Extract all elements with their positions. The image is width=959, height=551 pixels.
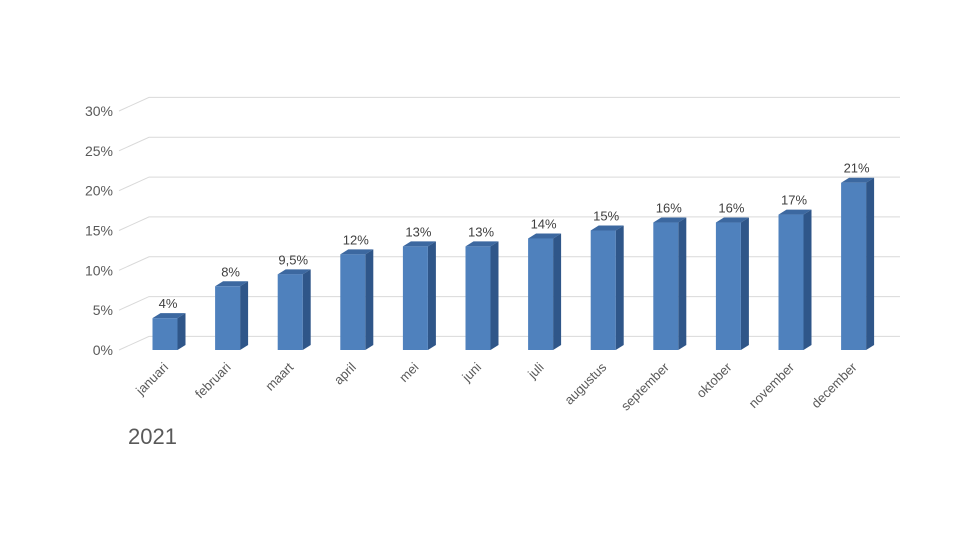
y-tick-label: 15% [85,223,113,239]
data-label: 12% [343,232,369,247]
gridlines [118,96,900,351]
bar-top [653,217,687,223]
gridline [118,96,900,112]
bar-side [302,269,311,350]
data-label: 9,5% [278,252,308,267]
y-tick-label: 0% [93,342,113,358]
bar-front [340,254,366,350]
x-tick-label: oktober [693,359,735,401]
data-label: 8% [221,264,240,279]
bar-front [402,246,428,350]
gridline [118,335,900,351]
gridline [118,176,900,192]
bar-side [365,249,374,350]
gridline [118,216,900,231]
bar [715,217,749,350]
bar-front [653,222,679,350]
bar-top [465,241,499,247]
bar-top [152,313,186,319]
y-axis: 0% 5% 10% 15% 20% 25% 30% [85,103,113,358]
bar-side [490,241,499,350]
bar-front [277,274,303,350]
bar-side [615,225,624,350]
bar-side [177,313,186,350]
x-tick-label: mei [396,359,421,384]
x-tick-label: juli [524,359,547,382]
bar-front [215,286,241,350]
bar-front [152,318,178,350]
x-tick-label: september [618,359,673,414]
y-tick-label: 20% [85,183,113,199]
data-label: 15% [593,209,619,224]
gridline [118,256,900,271]
data-label: 17% [781,193,807,208]
bars: 4% 8% 9,5% 12% 13% 13% 14% 15% 16% 16% 17% 21% [152,161,875,350]
bar-front [841,182,867,350]
bar-top [715,217,749,223]
bar [465,241,499,350]
bar-top [841,177,875,183]
x-tick-label: april [331,359,359,387]
bar-front [528,238,554,350]
data-label: 4% [159,296,178,311]
y-tick-label: 5% [93,302,113,318]
bar-side [553,233,562,350]
bar-side [803,209,812,350]
bar [215,281,249,350]
bar [590,225,624,350]
x-tick-label: februari [192,359,234,401]
bar-front [590,230,616,350]
x-tick-label: juni [458,359,484,385]
data-label: 13% [405,224,431,239]
y-tick-label: 25% [85,143,113,159]
bar-top [277,269,311,275]
bar-front [715,222,741,350]
bar [528,233,562,350]
bar [402,241,436,350]
bar-top [778,209,812,215]
chart-caption: 2021 [128,424,177,449]
bar-top [590,225,624,231]
y-tick-label: 10% [85,262,113,278]
x-axis: januari februari maart april mei juni juli augu… [132,359,860,414]
bar-side [866,177,875,350]
data-label: 13% [468,224,494,239]
gridline [118,136,900,152]
data-label: 21% [844,161,870,176]
bar [841,177,875,350]
bar-side [427,241,436,350]
gridline [118,296,900,311]
bar [152,313,186,350]
bar-top [340,249,374,255]
bar-side [240,281,249,350]
data-label: 14% [531,216,557,231]
x-tick-label: november [746,359,798,411]
bar-top [528,233,562,239]
x-tick-label: maart [262,359,296,393]
bar [277,269,311,350]
bar-top [215,281,249,287]
bar-front [778,214,804,350]
bar-side [740,217,749,350]
data-label: 16% [656,201,682,216]
bar [340,249,374,350]
x-tick-label: augustus [561,359,609,407]
bar-front [465,246,491,350]
x-tick-label: januari [132,359,171,398]
x-tick-label: december [808,359,860,411]
data-label: 16% [718,201,744,216]
bar-side [678,217,687,350]
y-tick-label: 30% [85,103,113,119]
bar-top [402,241,436,247]
bar [778,209,812,350]
bar [653,217,687,350]
